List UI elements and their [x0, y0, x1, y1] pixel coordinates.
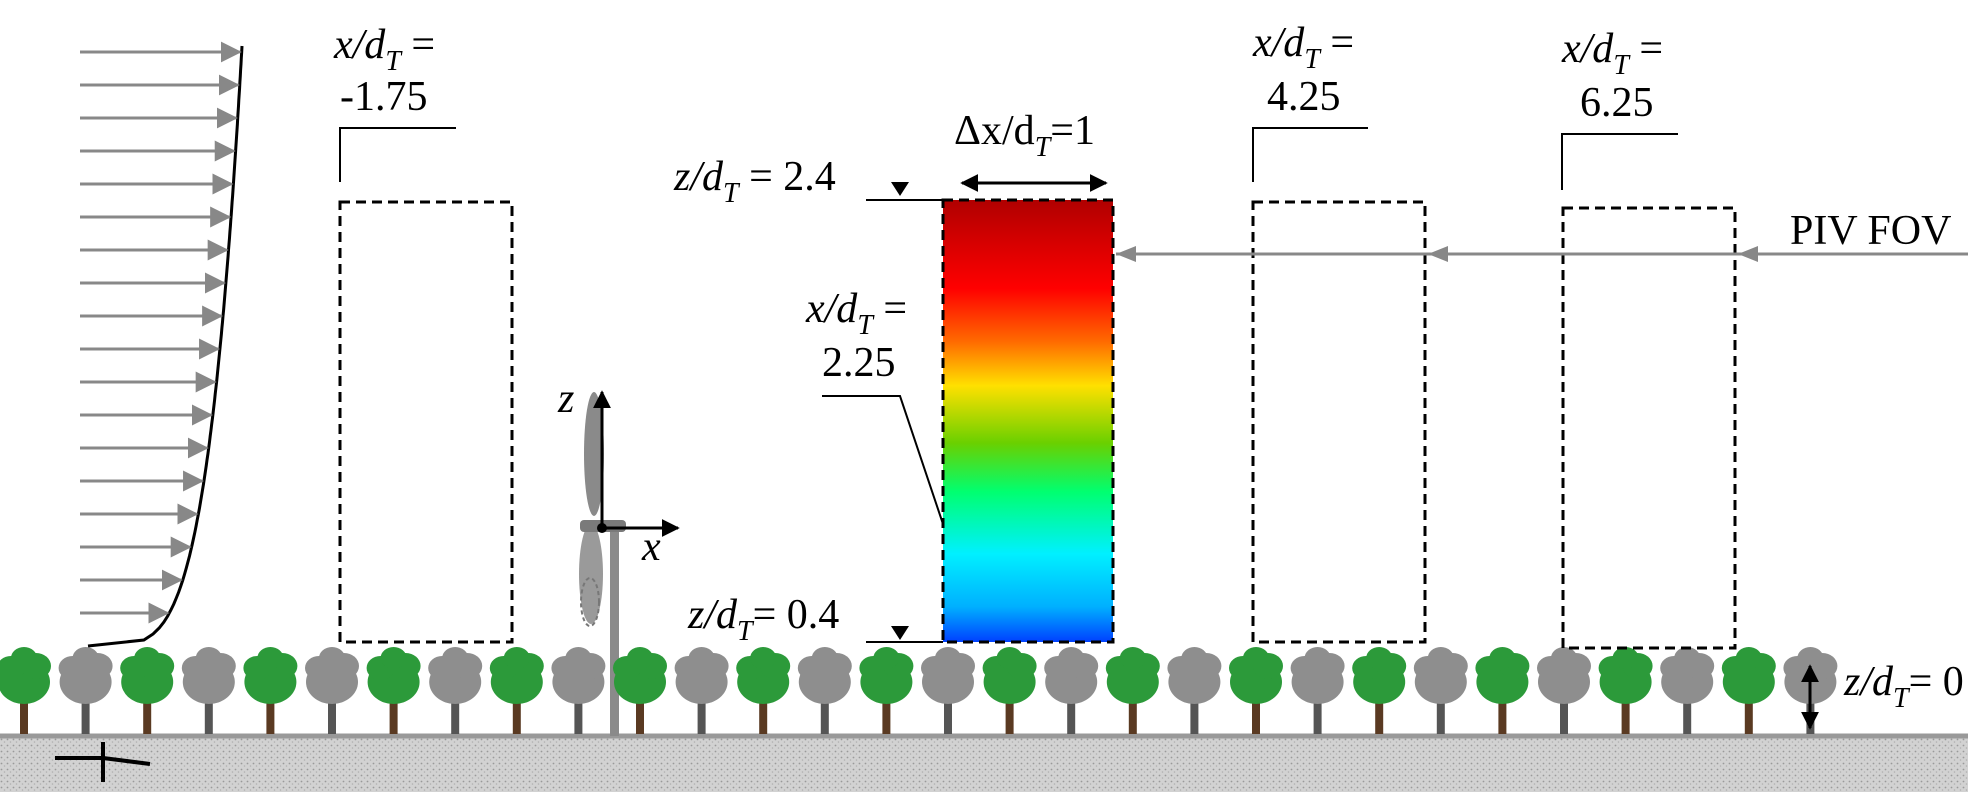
- station-label-2.25: x/dT = 2.25: [805, 286, 907, 386]
- tree-green-icon: [1352, 647, 1407, 734]
- tree-green-icon: [1598, 647, 1653, 734]
- tree-grey-icon: [674, 647, 729, 734]
- fov-4.25-frame: [1251, 200, 1427, 644]
- tree-grey-icon: [1660, 647, 1715, 734]
- svg-text:z/dT = 2.4: z/dT = 2.4: [673, 154, 836, 209]
- tree-grey-icon: [551, 647, 606, 734]
- fov-2.25-frame: [941, 198, 1115, 644]
- tree-grey-icon: [1413, 647, 1468, 734]
- tree-grey-icon: [1044, 647, 1099, 734]
- piv-fov-arrowheads: [1116, 246, 1758, 262]
- station-leader-2.25: [822, 395, 944, 525]
- tree-canopy: [0, 647, 1838, 734]
- tree-green-icon: [489, 647, 544, 734]
- profile-curve: [87, 45, 244, 648]
- fov-6.25-frame: [1561, 206, 1737, 650]
- tree-grey-icon: [428, 647, 483, 734]
- axis-x-label: x: [641, 524, 661, 570]
- station-label-6.25: x/dT = 6.25: [1561, 26, 1663, 126]
- tree-green-icon: [736, 647, 791, 734]
- tree-green-icon: [859, 647, 914, 734]
- station-leader-4.25: [1252, 127, 1368, 182]
- fov-contour-field: [943, 200, 1113, 642]
- station-leader-6.25: [1561, 133, 1678, 190]
- fov-width-label: Δx/dT=1: [954, 108, 1095, 163]
- svg-text:6.25: 6.25: [1580, 80, 1654, 126]
- tree-grey-icon: [181, 647, 236, 734]
- height-label-bottom: z/dT= 0.4: [687, 592, 943, 647]
- svg-text:4.25: 4.25: [1267, 74, 1341, 120]
- tree-green-icon: [982, 647, 1037, 734]
- tree-grey-icon: [58, 647, 113, 734]
- svg-text:x/dT =: x/dT =: [333, 22, 435, 77]
- tree-green-icon: [120, 647, 175, 734]
- inflow-velocity-profile: [80, 41, 244, 648]
- tree-grey-icon: [1290, 647, 1345, 734]
- ground-surface: [0, 736, 1968, 792]
- svg-text:-1.75: -1.75: [340, 74, 428, 120]
- tree-grey-icon: [1537, 647, 1591, 734]
- station-label-4.25: x/dT = 4.25: [1252, 20, 1354, 120]
- tree-green-icon: [1229, 647, 1283, 734]
- tree-grey-icon: [921, 647, 975, 734]
- tree-green-icon: [1721, 647, 1776, 734]
- tree-green-icon: [1475, 647, 1530, 734]
- svg-text:2.25: 2.25: [822, 340, 896, 386]
- tree-green-icon: [366, 647, 421, 734]
- station-leader-minus-1.75: [339, 127, 456, 182]
- svg-text:x/dT =: x/dT =: [805, 286, 907, 341]
- tree-green-icon: [0, 647, 51, 734]
- station-label-minus-1.75: x/dT = -1.75: [333, 22, 435, 120]
- height-label-top: z/dT = 2.4: [673, 154, 943, 209]
- tree-grey-icon: [797, 647, 852, 734]
- tree-green-icon: [1105, 647, 1160, 734]
- svg-text:z/dT= 0.4: z/dT= 0.4: [687, 592, 839, 647]
- svg-text:x/dT =: x/dT =: [1561, 26, 1663, 81]
- svg-text:x/dT =: x/dT =: [1252, 20, 1354, 75]
- height-label-canopy: z/dT= 0: [1801, 659, 1964, 730]
- svg-text:z/dT= 0: z/dT= 0: [1843, 659, 1964, 714]
- fov-minus-1.75-frame: [338, 200, 514, 644]
- tree-grey-icon: [305, 647, 359, 734]
- tree-green-icon: [613, 647, 667, 734]
- ground-marker-icon: [55, 742, 151, 782]
- tree-green-icon: [243, 647, 298, 734]
- axis-z-label: z: [557, 376, 574, 422]
- tree-grey-icon: [1167, 647, 1222, 734]
- piv-fov-label: PIV FOV: [1790, 208, 1951, 254]
